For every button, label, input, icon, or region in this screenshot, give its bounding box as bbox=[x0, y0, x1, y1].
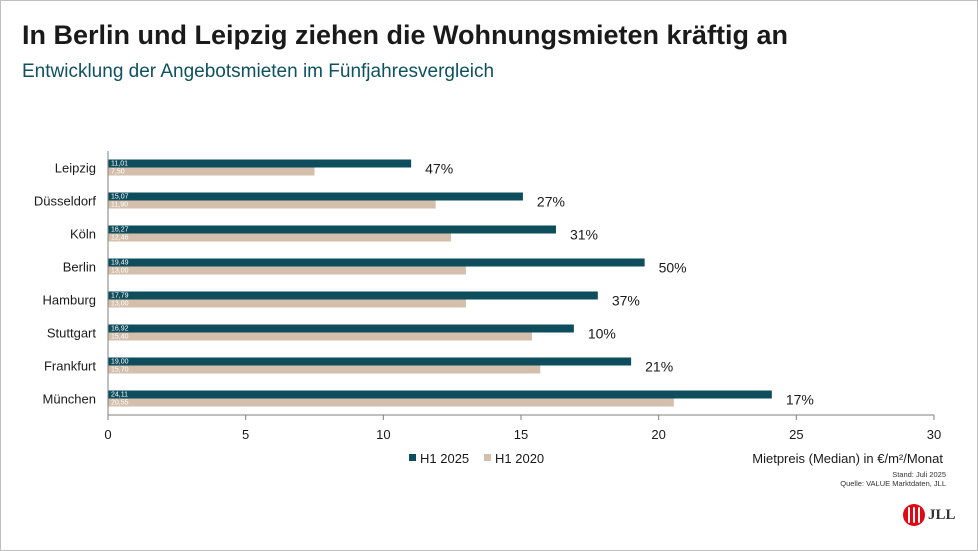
category-label: Hamburg bbox=[43, 293, 96, 308]
bar-h1-2020 bbox=[108, 365, 541, 374]
bar-value-label: 12,46 bbox=[111, 235, 129, 242]
change-percent-label: 27% bbox=[537, 194, 565, 210]
category-label: Köln bbox=[70, 227, 96, 242]
bar-value-label: 13,00 bbox=[111, 268, 129, 275]
x-tick-label: 20 bbox=[651, 427, 665, 442]
legend-label: H1 2025 bbox=[420, 451, 469, 466]
x-tick-label: 25 bbox=[789, 427, 803, 442]
bar-value-label: 13,00 bbox=[111, 301, 129, 308]
bar-h1-2025 bbox=[108, 192, 523, 201]
bar-h1-2025 bbox=[108, 324, 574, 333]
jll-logo-text: JLL bbox=[928, 506, 956, 523]
category-label: Frankfurt bbox=[44, 359, 96, 374]
bar-h1-2025 bbox=[108, 390, 772, 399]
change-percent-label: 17% bbox=[786, 392, 814, 408]
x-tick-label: 15 bbox=[514, 427, 528, 442]
category-label: Stuttgart bbox=[47, 326, 97, 341]
bar-h1-2025 bbox=[108, 357, 632, 366]
bar-value-label: 11,90 bbox=[111, 202, 128, 209]
category-label: Leipzig bbox=[55, 161, 96, 176]
x-axis-title: Mietpreis (Median) in €/m²/Monat bbox=[752, 451, 943, 466]
change-percent-label: 10% bbox=[588, 326, 616, 342]
bar-value-label: 16,92 bbox=[111, 326, 129, 333]
x-tick-label: 30 bbox=[927, 427, 941, 442]
bar-h1-2020 bbox=[108, 266, 466, 275]
change-percent-label: 21% bbox=[645, 359, 673, 375]
bar-value-label: 15,70 bbox=[111, 367, 129, 374]
bar-value-label: 24,11 bbox=[111, 392, 128, 399]
bar-value-label: 15,40 bbox=[111, 334, 129, 341]
change-percent-label: 50% bbox=[659, 260, 687, 276]
bar-h1-2025 bbox=[108, 258, 645, 267]
x-tick-label: 10 bbox=[376, 427, 390, 442]
bar-value-label: 20,55 bbox=[111, 400, 129, 407]
legend-swatch bbox=[484, 454, 491, 461]
stand-text: Stand: Juli 2025 bbox=[892, 470, 946, 479]
jll-logo-mark-icon bbox=[903, 504, 925, 526]
bar-h1-2020 bbox=[108, 200, 436, 209]
source-note: Stand: Juli 2025 Quelle: VALUE Marktdate… bbox=[840, 470, 946, 488]
change-percent-label: 47% bbox=[425, 161, 453, 177]
bar-h1-2020 bbox=[108, 332, 533, 341]
x-tick-label: 0 bbox=[104, 427, 111, 442]
chart-title: In Berlin und Leipzig ziehen die Wohnung… bbox=[22, 20, 789, 50]
jll-logo: JLL bbox=[903, 504, 956, 526]
bar-h1-2020 bbox=[108, 233, 452, 242]
bar-value-label: 7,50 bbox=[111, 169, 125, 176]
legend-swatch bbox=[409, 454, 416, 461]
x-tick-label: 5 bbox=[242, 427, 249, 442]
bar-h1-2020 bbox=[108, 398, 674, 407]
bar-value-label: 11,01 bbox=[111, 161, 128, 168]
change-percent-label: 37% bbox=[612, 293, 640, 309]
bar-value-label: 16,27 bbox=[111, 227, 129, 234]
bar-value-label: 17,79 bbox=[111, 293, 129, 300]
quelle-text: Quelle: VALUE Marktdaten, JLL bbox=[840, 479, 946, 488]
bar-value-label: 19,00 bbox=[111, 359, 129, 366]
bar-value-label: 19,49 bbox=[111, 260, 129, 267]
bar-h1-2025 bbox=[108, 159, 412, 168]
bar-h1-2020 bbox=[108, 167, 315, 176]
category-label: Düsseldorf bbox=[34, 194, 97, 209]
category-label: Berlin bbox=[63, 260, 96, 275]
category-label: München bbox=[43, 392, 96, 407]
bar-h1-2025 bbox=[108, 291, 598, 300]
legend-label: H1 2020 bbox=[495, 451, 544, 466]
bar-h1-2025 bbox=[108, 225, 556, 234]
bar-h1-2020 bbox=[108, 299, 466, 308]
change-percent-label: 31% bbox=[570, 227, 598, 243]
chart-subtitle: Entwicklung der Angebotsmieten im Fünfja… bbox=[22, 61, 495, 82]
bar-value-label: 15,07 bbox=[111, 194, 129, 201]
